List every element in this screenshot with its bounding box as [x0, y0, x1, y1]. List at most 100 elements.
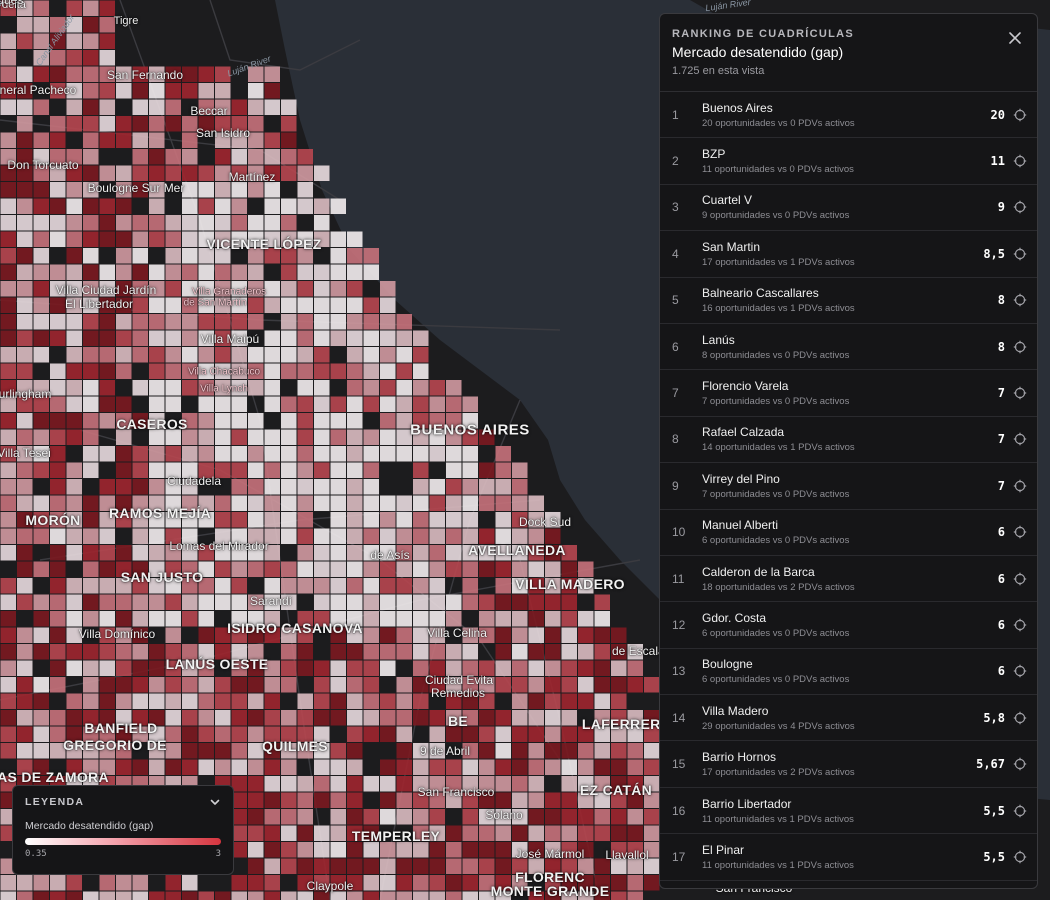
grid-cell[interactable]	[0, 396, 17, 413]
grid-cell[interactable]	[248, 264, 264, 281]
grid-cell[interactable]	[198, 330, 215, 347]
grid-cell[interactable]	[396, 446, 413, 462]
grid-cell[interactable]	[429, 644, 446, 660]
grid-cell[interactable]	[528, 759, 545, 776]
grid-cell[interactable]	[330, 330, 347, 347]
grid-cell[interactable]	[116, 363, 132, 380]
grid-cell[interactable]	[116, 660, 132, 677]
grid-cell[interactable]	[479, 858, 495, 875]
grid-cell[interactable]	[297, 743, 314, 759]
grid-cell[interactable]	[215, 347, 231, 363]
grid-cell[interactable]	[132, 380, 149, 396]
grid-cell[interactable]	[363, 627, 380, 644]
grid-cell[interactable]	[561, 875, 578, 891]
grid-cell[interactable]	[116, 479, 132, 495]
grid-cell[interactable]	[165, 512, 182, 528]
grid-cell[interactable]	[17, 116, 33, 132]
grid-cell[interactable]	[594, 825, 611, 842]
grid-cell[interactable]	[215, 578, 231, 594]
grid-cell[interactable]	[198, 759, 215, 776]
grid-cell[interactable]	[578, 842, 594, 858]
grid-cell[interactable]	[512, 776, 528, 792]
grid-cell[interactable]	[429, 561, 446, 578]
grid-cell[interactable]	[413, 809, 429, 825]
grid-cell[interactable]	[231, 264, 248, 281]
grid-cell[interactable]	[281, 512, 297, 528]
grid-cell[interactable]	[149, 231, 165, 248]
grid-cell[interactable]	[215, 413, 231, 429]
grid-cell[interactable]	[545, 561, 561, 578]
grid-cell[interactable]	[479, 479, 495, 495]
grid-cell[interactable]	[17, 99, 33, 116]
grid-cell[interactable]	[132, 891, 149, 900]
ranking-row[interactable]: 7 Florencio Varela 7 oportunidades vs 0 PD…	[660, 370, 1037, 417]
grid-cell[interactable]	[198, 446, 215, 462]
grid-cell[interactable]	[248, 429, 264, 446]
grid-cell[interactable]	[264, 83, 281, 99]
grid-cell[interactable]	[33, 297, 50, 314]
grid-cell[interactable]	[215, 248, 231, 264]
grid-cell[interactable]	[413, 842, 429, 858]
grid-cell[interactable]	[611, 693, 627, 710]
grid-cell[interactable]	[99, 396, 116, 413]
grid-cell[interactable]	[83, 446, 99, 462]
grid-cell[interactable]	[429, 479, 446, 495]
grid-cell[interactable]	[66, 479, 83, 495]
grid-cell[interactable]	[132, 710, 149, 726]
grid-cell[interactable]	[248, 809, 264, 825]
grid-cell[interactable]	[545, 792, 561, 809]
grid-cell[interactable]	[33, 561, 50, 578]
grid-cell[interactable]	[413, 644, 429, 660]
grid-cell[interactable]	[264, 561, 281, 578]
grid-cell[interactable]	[297, 413, 314, 429]
grid-cell[interactable]	[149, 264, 165, 281]
grid-cell[interactable]	[66, 231, 83, 248]
grid-cell[interactable]	[50, 17, 66, 33]
grid-cell[interactable]	[479, 875, 495, 891]
grid-cell[interactable]	[644, 825, 660, 842]
grid-cell[interactable]	[17, 429, 33, 446]
grid-cell[interactable]	[462, 776, 479, 792]
grid-cell[interactable]	[0, 215, 17, 231]
grid-cell[interactable]	[495, 644, 512, 660]
grid-cell[interactable]	[149, 165, 165, 182]
grid-cell[interactable]	[182, 578, 198, 594]
grid-cell[interactable]	[561, 693, 578, 710]
grid-cell[interactable]	[330, 297, 347, 314]
grid-cell[interactable]	[132, 495, 149, 512]
grid-cell[interactable]	[17, 759, 33, 776]
grid-cell[interactable]	[17, 264, 33, 281]
grid-cell[interactable]	[83, 528, 99, 545]
grid-cell[interactable]	[314, 594, 330, 611]
grid-cell[interactable]	[248, 83, 264, 99]
grid-cell[interactable]	[462, 710, 479, 726]
grid-cell[interactable]	[165, 231, 182, 248]
grid-cell[interactable]	[116, 594, 132, 611]
grid-cell[interactable]	[545, 693, 561, 710]
grid-cell[interactable]	[182, 660, 198, 677]
grid-cell[interactable]	[281, 759, 297, 776]
grid-cell[interactable]	[611, 891, 627, 900]
grid-cell[interactable]	[396, 726, 413, 743]
grid-cell[interactable]	[528, 693, 545, 710]
grid-cell[interactable]	[314, 710, 330, 726]
grid-cell[interactable]	[314, 528, 330, 545]
grid-cell[interactable]	[281, 528, 297, 545]
grid-cell[interactable]	[33, 512, 50, 528]
grid-cell[interactable]	[627, 825, 644, 842]
grid-cell[interactable]	[545, 545, 561, 561]
grid-cell[interactable]	[462, 677, 479, 693]
grid-cell[interactable]	[198, 644, 215, 660]
crosshair-icon[interactable]	[1013, 247, 1027, 261]
grid-cell[interactable]	[363, 825, 380, 842]
grid-cell[interactable]	[17, 17, 33, 33]
grid-cell[interactable]	[0, 429, 17, 446]
grid-cell[interactable]	[380, 809, 396, 825]
grid-cell[interactable]	[264, 743, 281, 759]
grid-cell[interactable]	[83, 363, 99, 380]
grid-cell[interactable]	[495, 528, 512, 545]
grid-cell[interactable]	[17, 743, 33, 759]
grid-cell[interactable]	[66, 594, 83, 611]
grid-cell[interactable]	[462, 429, 479, 446]
grid-cell[interactable]	[545, 825, 561, 842]
